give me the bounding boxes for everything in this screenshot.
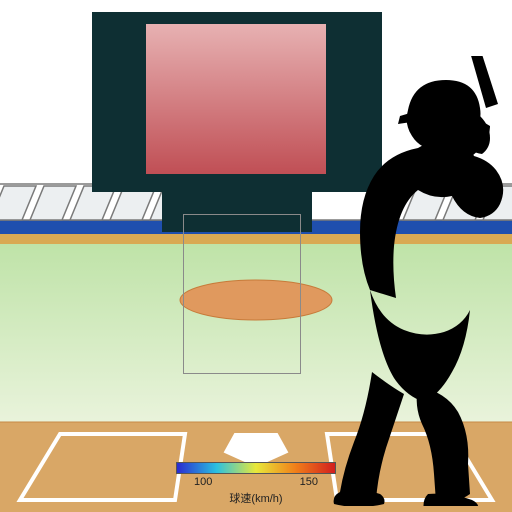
batter-silhouette [300, 56, 510, 506]
scoreboard-screen [146, 24, 326, 174]
strike-zone [183, 214, 301, 374]
legend-tick: 100 [194, 476, 212, 488]
